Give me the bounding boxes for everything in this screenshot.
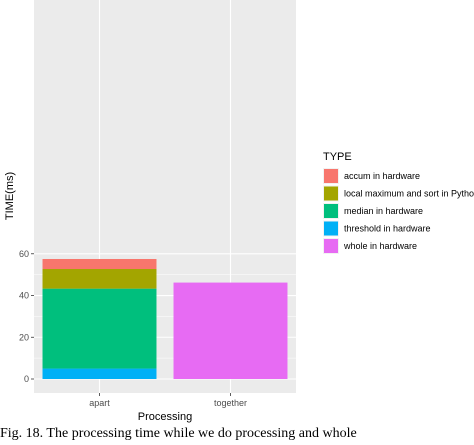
legend-label-median-in-hardware: median in hardware (344, 206, 423, 216)
x-axis: apart together (89, 393, 247, 408)
y-axis: 0 20 40 60 (19, 249, 34, 384)
legend-label-accum-in-hardware: accum in hardware (344, 171, 420, 181)
bar-chart: 0 20 40 60 apart together Processing TIME(ms… (4, 0, 474, 423)
legend-label-local-maximum-and-sort-in-python: local maximum and sort in Python (344, 189, 474, 199)
bars (42, 258, 288, 379)
legend-swatch-accum-in-hardware (324, 169, 338, 183)
y-axis-title: TIME(ms) (4, 172, 16, 220)
x-axis-title: Processing (138, 411, 192, 423)
bar-apart-local-maximum-and-sort-in-python (42, 269, 157, 289)
legend-label-threshold-in-hardware: threshold in hardware (344, 224, 431, 234)
legend: TYPE accum in hardware local maximum and … (323, 151, 474, 254)
bar-apart-median-in-hardware (42, 288, 157, 369)
y-tick-label: 60 (19, 249, 29, 259)
legend-swatch-threshold-in-hardware (324, 221, 338, 236)
y-tick-label: 20 (19, 332, 29, 342)
legend-label-whole-in-hardware: whole in hardware (343, 241, 417, 251)
bar-together-whole-in-hardware (173, 282, 288, 379)
bar-apart-threshold-in-hardware (42, 368, 157, 379)
y-tick-label: 0 (24, 374, 29, 384)
x-tick-label-together: together (214, 398, 247, 408)
y-tick-label: 40 (19, 291, 29, 301)
x-tick-label-apart: apart (89, 398, 110, 408)
legend-swatch-whole-in-hardware (324, 239, 338, 253)
legend-swatch-local-maximum-and-sort-in-python (324, 186, 338, 201)
legend-swatch-median-in-hardware (324, 204, 338, 218)
figure-caption: Fig. 18. The processing time while we do… (0, 426, 357, 441)
legend-title: TYPE (323, 151, 352, 163)
bar-apart-accum-in-hardware (42, 258, 157, 270)
